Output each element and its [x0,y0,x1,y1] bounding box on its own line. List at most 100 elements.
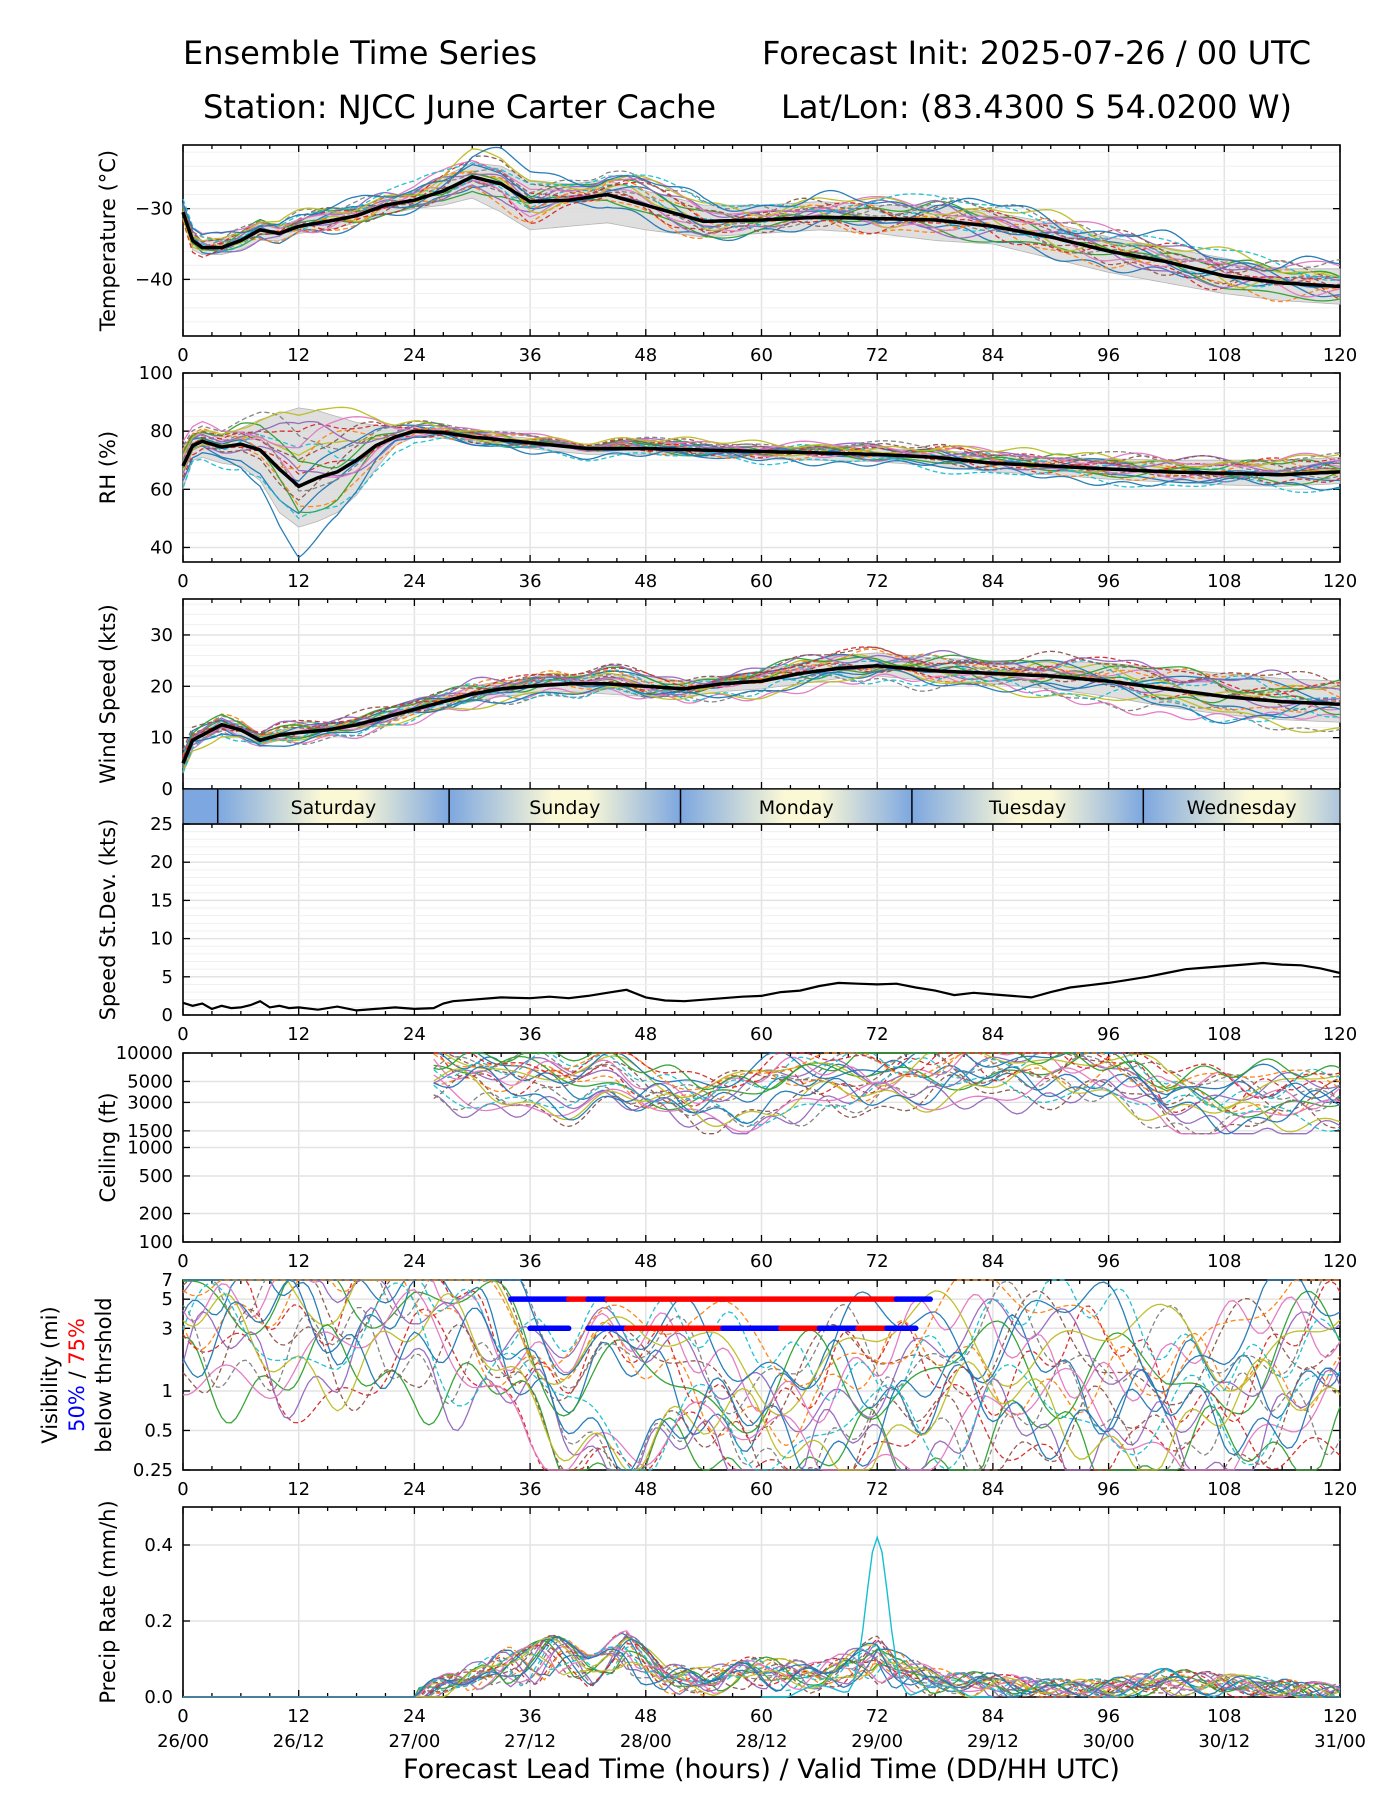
vis-member-line [183,1279,1341,1402]
y-tick-label: 10 [150,929,173,950]
y-tick-label: 5000 [127,1071,173,1092]
x-tick-label: 72 [866,1251,889,1272]
x-tick-label: 96 [1097,1024,1120,1045]
x-tick-label: 36 [519,1251,542,1272]
ceiling-member-line [433,1073,1341,1135]
y-axis-label: Temperature (°C) [96,150,120,332]
ceiling-panel [182,1052,1341,1243]
wind-member-line [182,654,1341,764]
vis-label-line3: below thrshold [92,1297,116,1452]
vis-label-50pct: 50% [65,1385,89,1432]
y-tick-label: 0.25 [133,1460,173,1481]
x-tick-label: 84 [981,1479,1004,1500]
y-tick-label: 40 [150,537,173,558]
daybar-mask [1340,788,1400,825]
chart-title-right: Forecast Init: 2025-07-26 / 00 UTC [762,34,1312,72]
x-tick-label: 12 [287,345,310,366]
y-tick-label: 500 [139,1166,173,1187]
daybar-label: Wednesday [1187,797,1297,819]
rh-mean-line [181,429,1341,489]
temp-member-line [182,171,1341,288]
daybar-label: Saturday [291,797,377,819]
vis-member-line [182,1288,1341,1471]
temp-member-line [182,179,1341,298]
vis-label-line1: Visibility (mi) [38,1306,62,1443]
precip-spike-member [761,1535,993,1698]
temp-spread-band [182,162,1341,305]
y-tick-label: 30 [150,625,173,646]
x-tick-label: 48 [634,1251,657,1272]
x-tick-label: 12 [287,1024,310,1045]
ceiling-member-line [433,1052,1341,1116]
x-tick-label: 120 [1323,1024,1357,1045]
ceiling-member-line [433,1052,1341,1091]
vis-member-line [182,1279,1341,1434]
vis-member-line [182,1279,1340,1397]
y-tick-label: 100 [139,1232,173,1253]
x-tick-label: 0 [177,1024,188,1045]
y-tick-label: 7 [162,1270,173,1291]
x-tick-label: 108 [1207,1024,1241,1045]
y-tick-label: 0 [162,779,173,800]
x-tick-label: 96 [1097,1479,1120,1500]
x-tick-label: 60 [750,571,773,592]
x-tick-label: 108 [1207,345,1241,366]
y-tick-label: −30 [135,199,173,220]
daybar-segment-wednesday [1143,789,1375,824]
x-tick-label: 84 [981,571,1004,592]
x-tick-label: 0 [177,1251,188,1272]
x-valid-time-label: 30/12 [1198,1731,1250,1752]
x-valid-time-label: 30/00 [1083,1731,1135,1752]
y-tick-label: 5 [162,1289,173,1310]
ceiling-member-line [433,1066,1341,1135]
chart-title-left: Ensemble Time Series [183,34,537,72]
x-tick-label: 0 [177,1706,188,1727]
x-tick-label: 48 [634,1024,657,1045]
temp-member-line [182,172,1341,285]
vis-member-line [183,1279,1341,1442]
ceiling-member-line [433,1052,1341,1099]
x-tick-label: 48 [634,345,657,366]
x-tick-label: 72 [866,1024,889,1045]
rh-member-line [182,411,1341,468]
y-tick-label: 1 [162,1381,173,1402]
wind-member-line [182,673,1341,772]
y-tick-label: 15 [150,890,173,911]
y-tick-label: 0.4 [144,1535,173,1556]
y-tick-label: 3 [162,1318,173,1339]
y-tick-label: 0.2 [144,1611,173,1632]
temp-mean-line [181,174,1341,289]
x-tick-label: 12 [287,1706,310,1727]
x-tick-label: 60 [750,1479,773,1500]
latlon-label: Lat/Lon: (83.4300 S 54.0200 W) [781,88,1292,126]
ceiling-member-line [433,1052,1341,1102]
y-tick-label: 60 [150,479,173,500]
y-axis-label: Speed St.Dev. (kts) [96,819,120,1021]
wind-mean-line [181,664,1341,764]
x-tick-label: 48 [634,1479,657,1500]
x-valid-time-label: 31/00 [1314,1731,1366,1752]
x-tick-label: 36 [519,1706,542,1727]
ceiling-member-line [433,1063,1341,1133]
vis-member-line [182,1308,1341,1471]
x-tick-label: 120 [1323,1251,1357,1272]
wind-member-line [182,661,1341,760]
precip-member-line [183,1636,1340,1698]
vis-member-line [182,1279,1341,1429]
y-tick-label: 0 [162,1005,173,1026]
x-tick-label: 0 [177,345,188,366]
x-valid-time-label: 27/00 [388,1731,440,1752]
wind-member-line [182,669,1341,764]
x-tick-label: 36 [519,1024,542,1045]
x-tick-label: 60 [750,1706,773,1727]
y-tick-label: 100 [139,363,173,384]
y-tick-label: 20 [150,676,173,697]
x-tick-label: 0 [177,571,188,592]
daybar-segment [183,789,218,824]
temp-member-line [182,148,1341,278]
ceiling-member-line [433,1052,1341,1093]
x-tick-label: 0 [177,1479,188,1500]
x-valid-time-label: 28/00 [620,1731,672,1752]
x-tick-label: 120 [1323,1706,1357,1727]
